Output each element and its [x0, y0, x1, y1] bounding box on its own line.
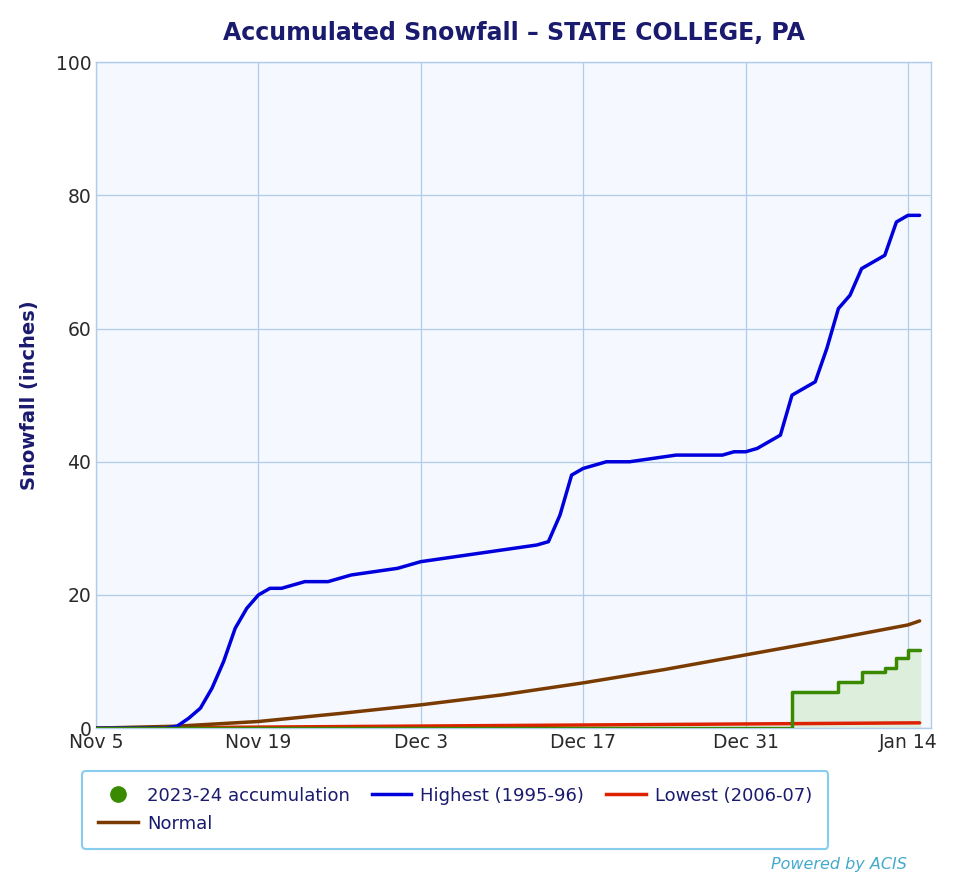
Legend: 2023-24 accumulation, Normal, Highest (1995-96), Lowest (2006-07): 2023-24 accumulation, Normal, Highest (1… — [83, 771, 828, 849]
Text: Powered by ACIS: Powered by ACIS — [771, 857, 907, 872]
Title: Accumulated Snowfall – STATE COLLEGE, PA: Accumulated Snowfall – STATE COLLEGE, PA — [223, 21, 804, 45]
Y-axis label: Snowfall (inches): Snowfall (inches) — [20, 300, 38, 490]
